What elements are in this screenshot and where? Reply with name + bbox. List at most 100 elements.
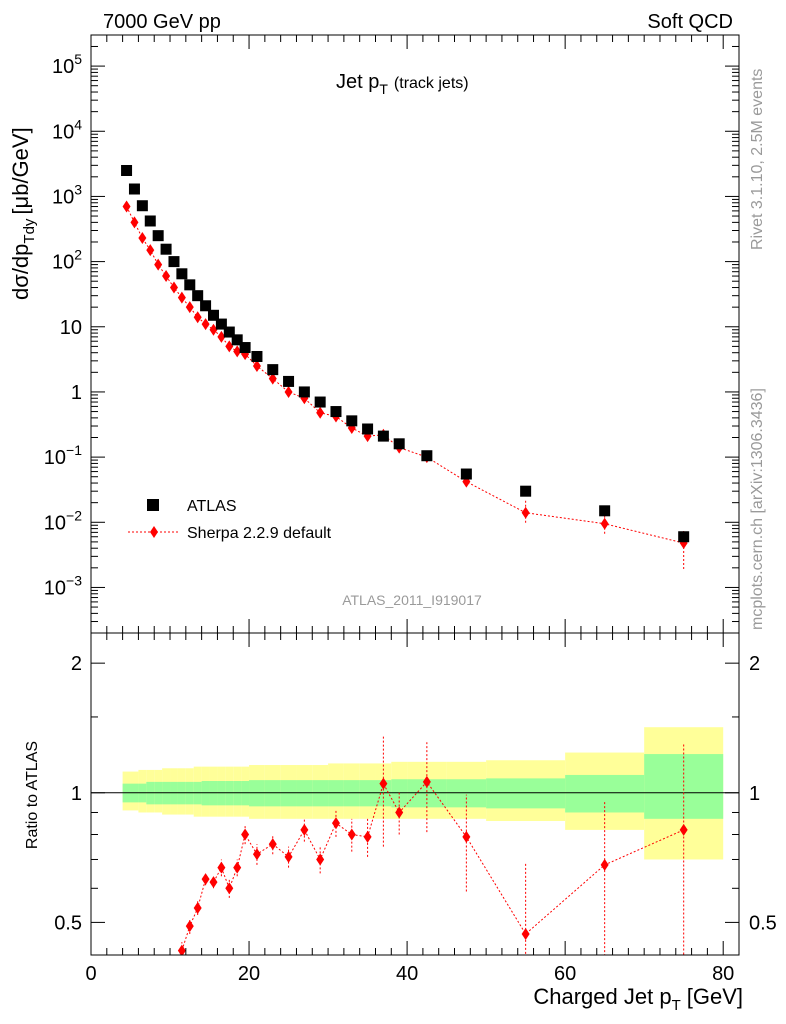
legend: ATLAS Sherpa 2.2.9 default [128, 498, 332, 542]
main-y-tick-label: 104 [52, 116, 82, 143]
main-atlas-point [207, 309, 219, 321]
ratio-y-tick-label-right: 0.5 [749, 912, 777, 934]
ratio-x-tick-label: 0 [85, 963, 96, 985]
ratio-sherpa-point [300, 823, 309, 836]
ratio-sherpa-point [177, 944, 186, 955]
main-panel-data-layer [121, 164, 690, 570]
main-atlas-point [239, 342, 251, 354]
legend-atlas-marker [147, 499, 159, 511]
ratio-sherpa-point [193, 902, 202, 915]
main-atlas-point [460, 468, 472, 480]
ratio-sherpa-point [233, 861, 242, 874]
category-label: Soft QCD [647, 11, 733, 33]
ratio-x-axis-ticks: 0 20 40 60 80 [85, 633, 740, 985]
mcplots-info-label: mcplots.cern.ch [arXiv:1306.3436] [749, 388, 766, 630]
main-y-tick-label: 10−3 [44, 572, 82, 599]
main-y-tick-label: 10−1 [44, 442, 82, 469]
ratio-panel-frame [90, 632, 740, 956]
ratio-sherpa-point [363, 830, 372, 843]
main-y-axis-label: dσ/dpTdy [μb/GeV] [8, 127, 38, 300]
main-x-axis-ticks [90, 35, 740, 633]
ratio-sherpa-point [379, 777, 388, 790]
main-atlas-point [393, 438, 405, 450]
main-series-atlas [121, 164, 690, 543]
legend-atlas-label: ATLAS [187, 498, 237, 515]
main-sherpa-point [154, 258, 163, 271]
main-sherpa-point [521, 506, 530, 519]
main-sherpa-point [600, 517, 609, 530]
main-sherpa-point [209, 323, 218, 336]
main-atlas-point [184, 279, 196, 291]
main-y-tick-label: 1 [71, 382, 82, 404]
main-sherpa-point [130, 216, 139, 229]
main-y-tick-label: 103 [52, 181, 82, 208]
ratio-panel: 0.5 0.5 1 1 2 2 0 20 40 60 80 [54, 632, 777, 985]
main-sherpa-point [316, 406, 325, 419]
main-sherpa-point [252, 360, 261, 373]
x-axis-label-sub: T [672, 997, 681, 1014]
ratio-y-tick-label: 0.5 [54, 912, 82, 934]
ratio-x-tick-label: 60 [554, 963, 576, 985]
ratio-sherpa-point [241, 828, 250, 841]
main-y-axis-label-main: dσ/dp [8, 244, 33, 300]
main-atlas-point [267, 364, 279, 376]
main-atlas-point [128, 183, 140, 195]
ratio-sherpa-point [170, 958, 178, 970]
main-panel-frame [90, 34, 740, 634]
legend-sherpa-label: Sherpa 2.2.9 default [187, 525, 332, 542]
main-atlas-point [168, 256, 180, 268]
main-sherpa-point [177, 291, 186, 304]
main-y-axis-label-sub: Tdy [21, 218, 38, 244]
ratio-sherpa-point [225, 882, 234, 895]
ratio-x-tick-label: 20 [238, 963, 260, 985]
main-sherpa-point [193, 311, 202, 324]
ratio-y-axis-label: Ratio to ATLAS [24, 741, 41, 849]
main-sherpa-point [162, 270, 171, 283]
ratio-y-tick-label: 1 [71, 783, 82, 805]
ratio-sherpa-point [185, 920, 194, 933]
rivet-info-label: Rivet 3.1.10, 2.5M events [749, 69, 766, 250]
ratio-sherpa-point [395, 806, 404, 819]
ratio-sherpa-point [201, 873, 210, 886]
main-sherpa-point [146, 244, 155, 257]
ratio-sherpa-point [600, 858, 609, 871]
ratio-sherpa-point [252, 848, 261, 861]
main-atlas-point [176, 268, 188, 280]
main-sherpa-point [185, 301, 194, 314]
main-y-axis-label-unit: [μb/GeV] [8, 127, 33, 214]
main-atlas-point [215, 318, 227, 330]
main-sherpa-point [233, 345, 242, 358]
main-sherpa-point [122, 200, 131, 213]
main-sherpa-point [268, 372, 277, 385]
collision-label: 7000 GeV pp [103, 11, 221, 33]
ratio-y-tick-label-right: 2 [749, 653, 760, 675]
main-atlas-point [678, 531, 690, 543]
ratio-x-tick-label: 40 [396, 963, 418, 985]
main-atlas-point [121, 164, 133, 176]
x-axis-label-main: Charged Jet p [533, 984, 671, 1009]
main-sherpa-point [138, 232, 147, 245]
ratio-y-tick-label-right: 1 [749, 783, 760, 805]
plot-title-sub: T [379, 81, 388, 97]
main-atlas-point [283, 375, 295, 387]
ratio-sherpa-point [217, 861, 226, 874]
ratio-sherpa-point [284, 850, 293, 863]
ratio-sherpa-point [347, 828, 356, 841]
ratio-sherpa-point [209, 876, 218, 889]
main-atlas-point [314, 396, 326, 408]
main-atlas-point [421, 450, 433, 462]
main-atlas-point [160, 243, 172, 255]
x-axis-label-unit: [GeV] [687, 984, 743, 1009]
main-y-tick-label: 105 [52, 51, 82, 78]
ratio-sherpa-point [316, 853, 325, 866]
main-y-tick-label: 102 [52, 247, 82, 274]
main-sherpa-point [284, 385, 293, 398]
main-sherpa-line [126, 206, 684, 544]
ratio-sherpa-point [331, 817, 340, 830]
x-axis-label: Charged Jet pT [GeV] [533, 984, 743, 1014]
main-atlas-point [330, 406, 342, 418]
ratio-sherpa-point [462, 830, 471, 843]
plot-title-main: Jet p [336, 71, 379, 93]
